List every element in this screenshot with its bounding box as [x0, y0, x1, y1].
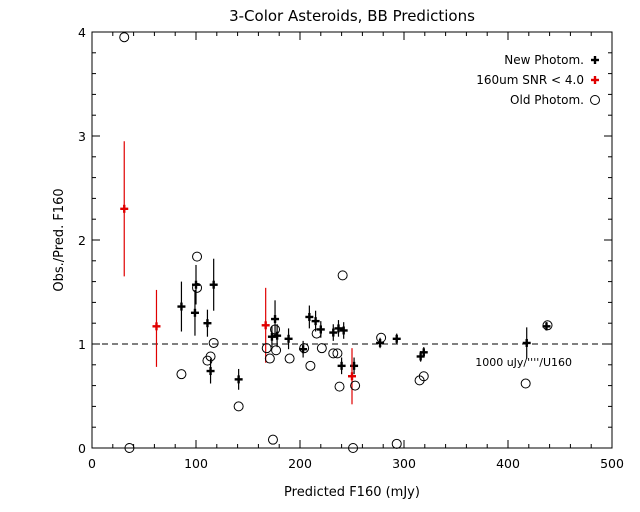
data-point-new-photom: [542, 322, 551, 331]
reference-line-annotation: 1000 uJy/''''/U160: [475, 356, 572, 369]
data-point-old-photom: [391, 438, 402, 449]
data-point-old-photom: [233, 401, 244, 412]
x-tick-label: 0: [88, 456, 96, 471]
data-point-new-photom: [206, 358, 215, 384]
legend-item-2: Old Photom.: [510, 93, 600, 107]
data-point-old-photom: [542, 320, 553, 331]
x-tick-label: 200: [288, 456, 312, 471]
data-point-low-snr: [120, 141, 129, 277]
data-point-old-photom: [305, 360, 316, 371]
legend-label: New Photom.: [504, 53, 584, 67]
data-point-new-photom: [392, 333, 401, 344]
data-point-old-photom: [328, 348, 339, 359]
data-point-low-snr: [152, 289, 161, 367]
x-tick-label: 400: [496, 456, 520, 471]
series-2: [119, 32, 553, 453]
legend-circle-marker: [590, 95, 600, 105]
y-tick-label: 0: [78, 441, 86, 456]
data-point-old-photom: [208, 337, 219, 348]
data-point-new-photom: [376, 337, 385, 349]
data-point-new-photom: [305, 305, 314, 329]
data-point-old-photom: [332, 348, 343, 359]
x-tick-label: 300: [392, 456, 416, 471]
data-point-new-photom: [190, 289, 199, 336]
data-point-old-photom: [192, 282, 203, 293]
data-point-new-photom: [329, 324, 338, 341]
x-tick-label: 500: [600, 456, 624, 471]
data-point-low-snr: [348, 348, 356, 405]
legend-item-1: 160um SNR < 4.0: [476, 73, 599, 87]
y-axis-label: Obs./Pred. F160: [52, 188, 67, 291]
data-point-new-photom: [339, 322, 348, 339]
data-point-old-photom: [350, 380, 361, 391]
data-point-new-photom: [334, 320, 343, 337]
y-tick-label: 4: [78, 25, 86, 40]
data-point-old-photom: [192, 251, 203, 262]
data-point-old-photom: [124, 443, 135, 453]
y-tick-label: 2: [78, 233, 86, 248]
data-point-old-photom: [311, 328, 322, 339]
data-point-old-photom: [271, 345, 282, 356]
data-point-old-photom: [261, 343, 272, 354]
data-point-old-photom: [376, 332, 387, 343]
y-tick-label: 1: [78, 337, 86, 352]
data-point-old-photom: [284, 353, 295, 364]
data-point-new-photom: [203, 309, 212, 337]
data-point-old-photom: [205, 351, 216, 362]
data-point-new-photom: [273, 324, 282, 348]
data-point-old-photom: [316, 343, 327, 354]
data-point-old-photom: [418, 371, 429, 382]
data-point-new-photom: [271, 300, 280, 338]
data-point-old-photom: [270, 324, 281, 335]
x-axis-label: Predicted F160 (mJy): [284, 485, 420, 500]
chart-title: 3-Color Asteroids, BB Predictions: [229, 7, 475, 25]
legend-label: Old Photom.: [510, 93, 584, 107]
data-point-old-photom: [334, 381, 345, 392]
y-tick-label: 3: [78, 129, 86, 144]
data-point-old-photom: [267, 434, 278, 445]
data-point-new-photom: [337, 357, 346, 375]
data-point-new-photom: [522, 327, 531, 359]
data-point-old-photom: [337, 270, 348, 281]
data-point-new-photom: [234, 368, 243, 390]
data-point-old-photom: [264, 353, 275, 364]
plot-area: 0 100 200 300 400 500 0 1 2 3 4: [78, 25, 624, 471]
x-tick-label: 100: [184, 456, 208, 471]
data-point-new-photom: [350, 357, 359, 375]
data-point-old-photom: [176, 369, 187, 380]
data-point-new-photom: [284, 328, 293, 350]
data-point-new-photom: [209, 258, 218, 311]
legend: New Photom. 160um SNR < 4.0 Old Photom.: [476, 53, 600, 107]
data-point-old-photom: [299, 343, 310, 354]
legend-item-0: New Photom.: [504, 53, 599, 67]
data-point-new-photom: [419, 347, 428, 358]
data-point-old-photom: [119, 32, 130, 43]
series-1: [120, 141, 356, 405]
data-point-old-photom: [348, 443, 359, 453]
legend-label: 160um SNR < 4.0: [476, 73, 584, 87]
data-point-new-photom: [311, 310, 320, 332]
series-0: [177, 258, 551, 390]
data-point-low-snr: [261, 287, 270, 363]
data-point-old-photom: [520, 378, 531, 389]
data-point-new-photom: [177, 281, 186, 332]
